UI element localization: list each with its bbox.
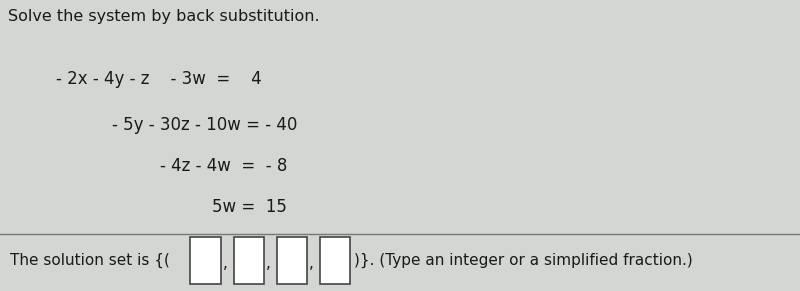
Text: ,: , — [266, 256, 270, 271]
Text: - 4z - 4w  =  - 8: - 4z - 4w = - 8 — [160, 157, 287, 175]
FancyBboxPatch shape — [234, 237, 264, 284]
Text: ,: , — [309, 256, 314, 271]
FancyBboxPatch shape — [190, 237, 221, 284]
Text: )}. (Type an integer or a simplified fraction.): )}. (Type an integer or a simplified fra… — [354, 253, 693, 268]
Text: The solution set is {(: The solution set is {( — [10, 253, 170, 268]
Text: ,: , — [222, 256, 227, 271]
FancyBboxPatch shape — [320, 237, 350, 284]
FancyBboxPatch shape — [277, 237, 307, 284]
Text: - 5y - 30z - 10w = - 40: - 5y - 30z - 10w = - 40 — [112, 116, 298, 134]
Text: Solve the system by back substitution.: Solve the system by back substitution. — [8, 9, 320, 24]
Text: - 2x - 4y - z    - 3w  =    4: - 2x - 4y - z - 3w = 4 — [56, 70, 262, 88]
Text: 5w =  15: 5w = 15 — [212, 198, 287, 216]
